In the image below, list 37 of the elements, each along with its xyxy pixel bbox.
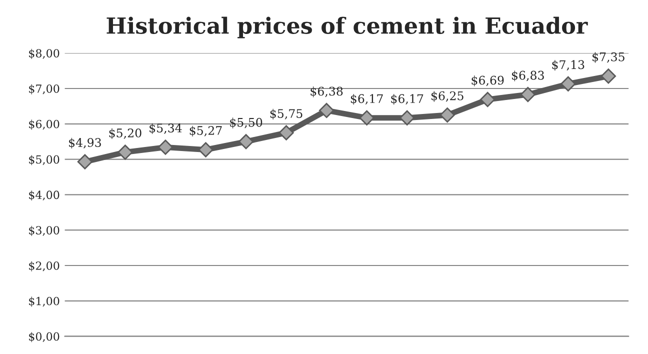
data-label: $7,13 (552, 60, 584, 71)
data-label: $4,93 (69, 138, 101, 149)
data-label: $5,34 (150, 123, 182, 134)
point (440, 107, 455, 123)
point (158, 140, 174, 155)
point (198, 142, 214, 158)
data-label: $5,20 (109, 128, 142, 139)
y-tick-label: $4,00 (29, 190, 60, 201)
y-tick-label: $6,00 (29, 120, 60, 130)
point (238, 134, 254, 150)
point (400, 110, 415, 126)
y-tick-label: $7,00 (29, 84, 60, 94)
point (480, 92, 496, 108)
data-label: $7,35 (592, 52, 624, 63)
data-label: $6,83 (512, 70, 544, 82)
point (278, 125, 294, 140)
point (318, 102, 334, 118)
point (359, 110, 374, 126)
point (520, 86, 536, 102)
point (77, 154, 93, 170)
y-tick-label: $1,00 (29, 296, 60, 307)
data-label: $5,27 (190, 126, 222, 137)
y-tick-label: $2,00 (29, 261, 60, 272)
data-label: $6,69 (472, 76, 504, 86)
data-label: $5,75 (270, 108, 302, 120)
data-label: $6,25 (431, 91, 464, 102)
point (600, 68, 616, 84)
y-tick-label: $3,00 (29, 226, 60, 236)
y-tick-label: $8,00 (29, 48, 60, 59)
data-label: $6,17 (350, 94, 383, 105)
chart-title: Historical prices of cement in Ecuador (106, 16, 588, 38)
y-tick-label: $5,00 (29, 155, 60, 166)
data-label: $6,17 (391, 94, 424, 105)
point (118, 144, 133, 160)
data-label: $6,38 (310, 86, 343, 98)
y-tick-label: $0,00 (29, 332, 60, 342)
point (560, 76, 576, 92)
